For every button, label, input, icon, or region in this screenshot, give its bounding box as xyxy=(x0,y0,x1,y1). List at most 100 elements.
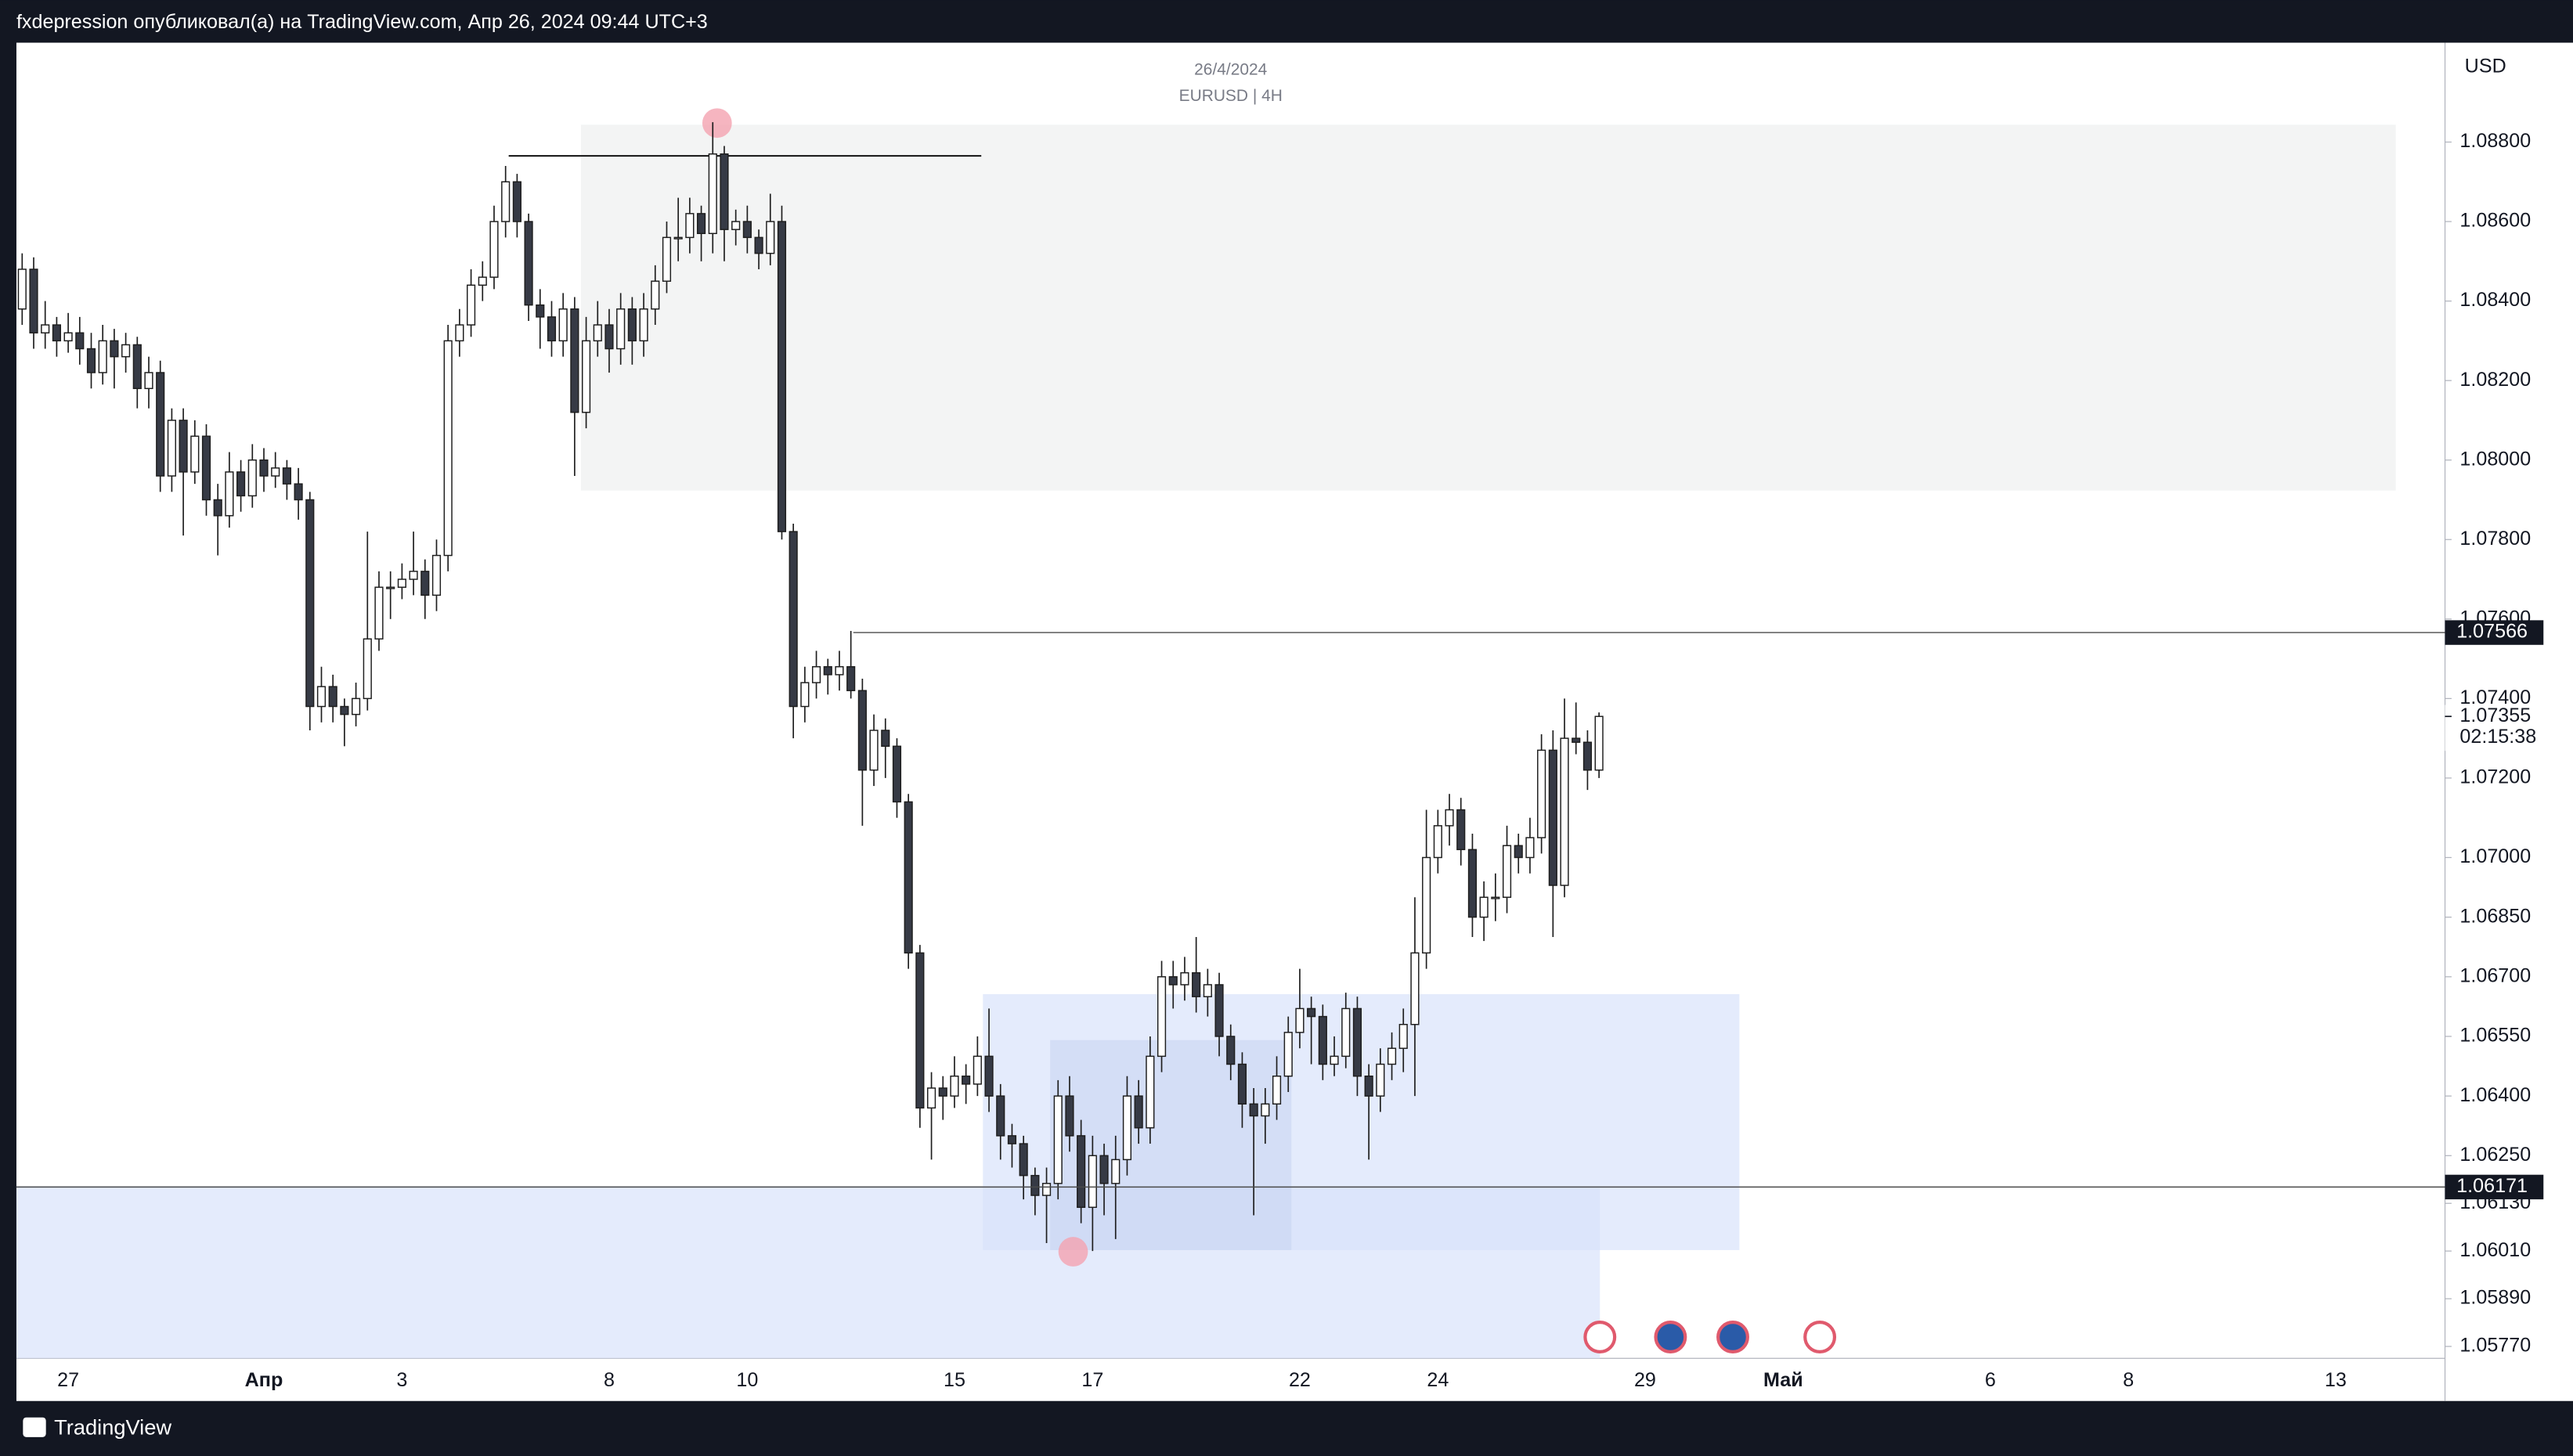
x-tick-label: 24 xyxy=(1427,1369,1449,1391)
candle-body xyxy=(766,221,775,254)
candle-body xyxy=(409,571,418,580)
candle-body xyxy=(938,1087,947,1097)
candle-body xyxy=(869,730,879,771)
candle-body xyxy=(604,324,614,350)
candle-body xyxy=(1548,749,1557,886)
candle-body xyxy=(201,435,211,501)
candle-body xyxy=(1572,737,1581,743)
candle-body xyxy=(512,181,521,222)
candle-body xyxy=(1560,737,1569,886)
y-tick-label: 1.08000 xyxy=(2459,448,2531,470)
candle-body xyxy=(593,324,602,342)
candle-body xyxy=(225,471,234,517)
x-tick-label: 10 xyxy=(736,1369,758,1391)
x-tick-label: Апр xyxy=(245,1369,283,1391)
candle-body xyxy=(1146,1055,1155,1129)
candle-body xyxy=(754,236,763,254)
candle-body xyxy=(708,153,717,235)
last-price-box xyxy=(2445,705,2547,751)
y-tick-label: 1.06850 xyxy=(2459,905,2531,927)
event-icon xyxy=(1654,1321,1687,1353)
candle-body xyxy=(1352,1007,1362,1077)
candle-body xyxy=(132,344,142,390)
price-label: 1.06171 xyxy=(2456,1175,2528,1197)
candle-body xyxy=(1134,1095,1143,1129)
y-tick-label: 1.05770 xyxy=(2459,1335,2531,1357)
candle-body xyxy=(1525,837,1535,859)
candle-body xyxy=(489,221,499,278)
demand-zone-inner xyxy=(1050,1040,1292,1250)
candle-body xyxy=(17,268,27,310)
candle-body xyxy=(524,221,533,306)
y-tick-label: 1.07000 xyxy=(2459,845,2531,867)
candle-body xyxy=(1203,984,1212,997)
y-tick-label: 1.08400 xyxy=(2459,289,2531,311)
candle-body xyxy=(1537,749,1546,838)
candle-body xyxy=(1479,896,1489,918)
candle-body xyxy=(190,435,200,473)
candle-body xyxy=(467,284,476,326)
candle-body xyxy=(271,467,280,477)
candle-body xyxy=(305,499,315,708)
candle-body xyxy=(950,1076,959,1097)
candle-body xyxy=(1237,1063,1247,1105)
candle-body xyxy=(41,324,50,333)
y-tick-label: 1.06250 xyxy=(2459,1144,2531,1166)
candle-body xyxy=(1283,1032,1293,1077)
candle-body xyxy=(639,308,648,342)
currency: USD xyxy=(2465,56,2506,77)
candle-body xyxy=(1456,809,1466,851)
candle-body xyxy=(651,280,660,310)
y-tick-label: 1.08600 xyxy=(2459,210,2531,232)
candle-body xyxy=(996,1095,1005,1137)
candle-body xyxy=(835,666,844,676)
candle-body xyxy=(167,420,176,477)
candle-body xyxy=(1295,1007,1305,1033)
y-tick-label: 1.06550 xyxy=(2459,1025,2531,1047)
candle-body xyxy=(420,571,430,596)
candle-body xyxy=(685,213,695,239)
y-tick-label: 1.08200 xyxy=(2459,369,2531,391)
countdown: 02:15:38 xyxy=(2459,726,2536,748)
candle-body xyxy=(478,276,487,287)
candle-body xyxy=(75,332,85,350)
zones xyxy=(16,108,2396,1359)
candle-body xyxy=(777,221,787,532)
candle-body xyxy=(1007,1135,1017,1144)
candle-body xyxy=(1318,1015,1327,1065)
brand: TradingView xyxy=(54,1415,171,1440)
candle-body xyxy=(86,348,96,373)
candle-body xyxy=(720,153,729,230)
candle-body xyxy=(52,324,61,342)
candle-body xyxy=(558,308,568,342)
candle-body xyxy=(236,471,246,497)
x-tick-label: 8 xyxy=(2123,1369,2134,1391)
candle-body xyxy=(904,801,913,954)
candle-body xyxy=(431,554,442,596)
candle-body xyxy=(374,586,384,640)
candle-body xyxy=(881,730,890,748)
brand-logo xyxy=(23,1417,46,1437)
x-tick-label: 22 xyxy=(1289,1369,1311,1391)
x-tick-label: 29 xyxy=(1634,1369,1656,1391)
candle-body xyxy=(962,1076,971,1085)
candle-body xyxy=(1307,1007,1316,1018)
candle-body xyxy=(1341,1007,1351,1058)
candle-body xyxy=(926,1087,936,1109)
candle-body xyxy=(294,483,303,501)
candle-body xyxy=(144,372,153,390)
candle-body xyxy=(1364,1076,1373,1097)
attribution: fxdepression опубликовал(а) на TradingVi… xyxy=(16,11,708,33)
candle-body xyxy=(1041,1183,1052,1196)
candle-body xyxy=(397,578,406,588)
candle-body xyxy=(1099,1155,1109,1184)
candle-body xyxy=(616,308,626,350)
candle-body xyxy=(1387,1047,1397,1065)
candle-body xyxy=(984,1055,994,1097)
candle-body xyxy=(1030,1174,1040,1196)
candle-body xyxy=(1514,845,1523,859)
candle-body xyxy=(63,332,73,342)
candle-body xyxy=(1594,715,1604,771)
